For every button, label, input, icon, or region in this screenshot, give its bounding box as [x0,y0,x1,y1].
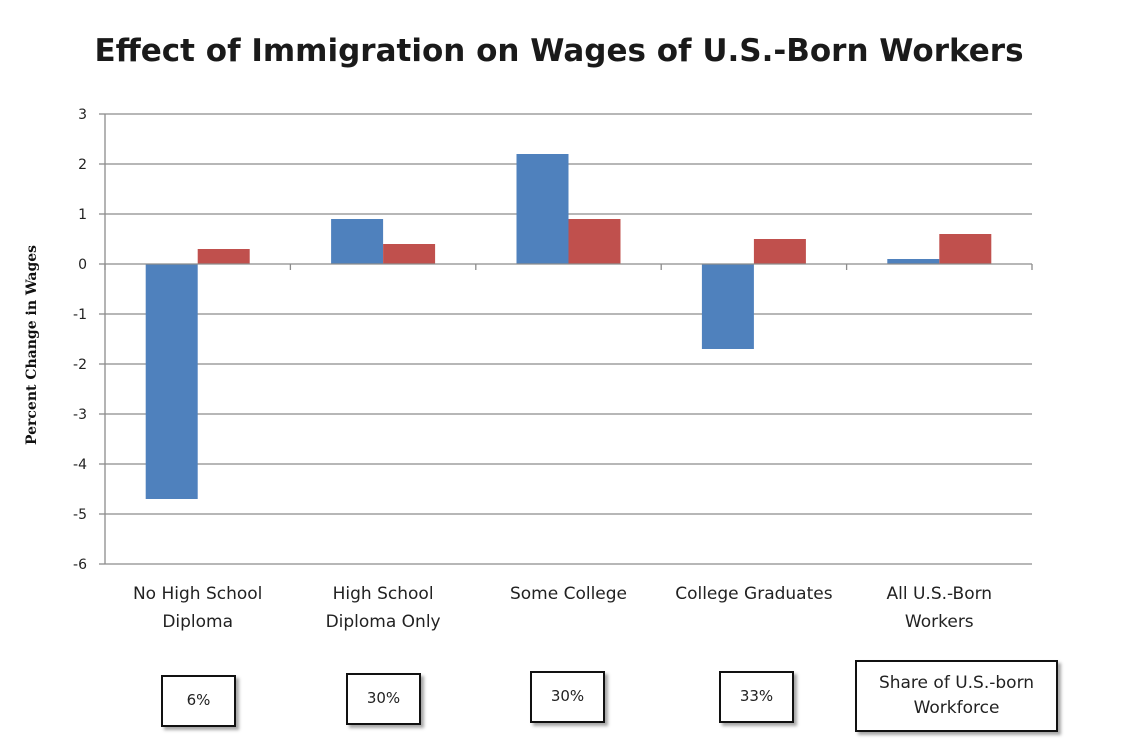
y-tick-label: 2 [78,157,87,173]
series-1-bar [887,259,940,264]
x-category-label-line: Some College [510,584,627,604]
share-box-some-college: 30% [530,671,605,723]
share-legend-text: Share of U.S.-born Workforce [879,671,1034,720]
y-tick-label: -2 [73,357,87,373]
x-category-label-line: High School [333,584,434,604]
x-category-label-line: Diploma Only [326,612,441,632]
y-tick-label: -1 [73,307,87,323]
share-box-no-high-school: 6% [161,675,236,727]
series-1-bar [701,264,754,349]
x-category-label-line: No High School [133,584,262,604]
y-tick-label: 0 [78,257,87,273]
share-legend-box: Share of U.S.-born Workforce [855,660,1058,732]
x-category-label: All U.S.-Born Workers [887,584,993,632]
x-category-label-line: Diploma [162,612,233,632]
y-tick-label: -4 [73,457,87,473]
y-tick-label: -5 [73,507,87,523]
gridlines [105,113,1032,565]
bars [145,154,992,499]
share-legend-line: Share of U.S.-born [878,673,1035,694]
share-value: 30% [550,687,585,706]
chart-title: Effect of Immigration on Wages of U.S.-B… [94,33,1023,69]
series-2-bar [753,239,806,264]
axes [99,113,1033,565]
series-2-bar [197,249,250,264]
series-2-bar [939,234,992,264]
y-tick-label: -3 [73,407,87,423]
share-legend-line: Workforce [913,698,1000,718]
series-2-bar [568,219,621,264]
share-value: 33% [739,687,774,706]
share-box-college-graduates: 33% [719,671,794,723]
x-category-label-line: Workers [905,612,974,632]
x-category-label: College Graduates [675,584,833,604]
y-tick-label: 3 [78,107,87,123]
x-category-label-line: College Graduates [675,584,833,604]
series-2-bar [383,244,436,264]
labels: 3 2 1 0 -1 -2 -3 -4 -5 -6 No High School Diploma Hig… [73,107,992,632]
y-axis-label: Percent Change in Wages [24,245,40,445]
y-tick-label: 1 [78,207,87,223]
x-category-label: High School Diploma Only [326,584,441,632]
x-category-label: Some College [510,584,627,604]
series-1-bar [331,219,384,264]
x-category-label-line: All U.S.-Born [887,584,993,604]
share-value: 6% [186,691,211,710]
series-1-bar [516,154,569,264]
share-box-high-school: 30% [346,673,421,725]
y-tick-label: -6 [73,557,87,573]
share-value: 30% [366,689,401,708]
x-category-label: No High School Diploma [133,584,262,632]
series-1-bar [145,264,198,499]
